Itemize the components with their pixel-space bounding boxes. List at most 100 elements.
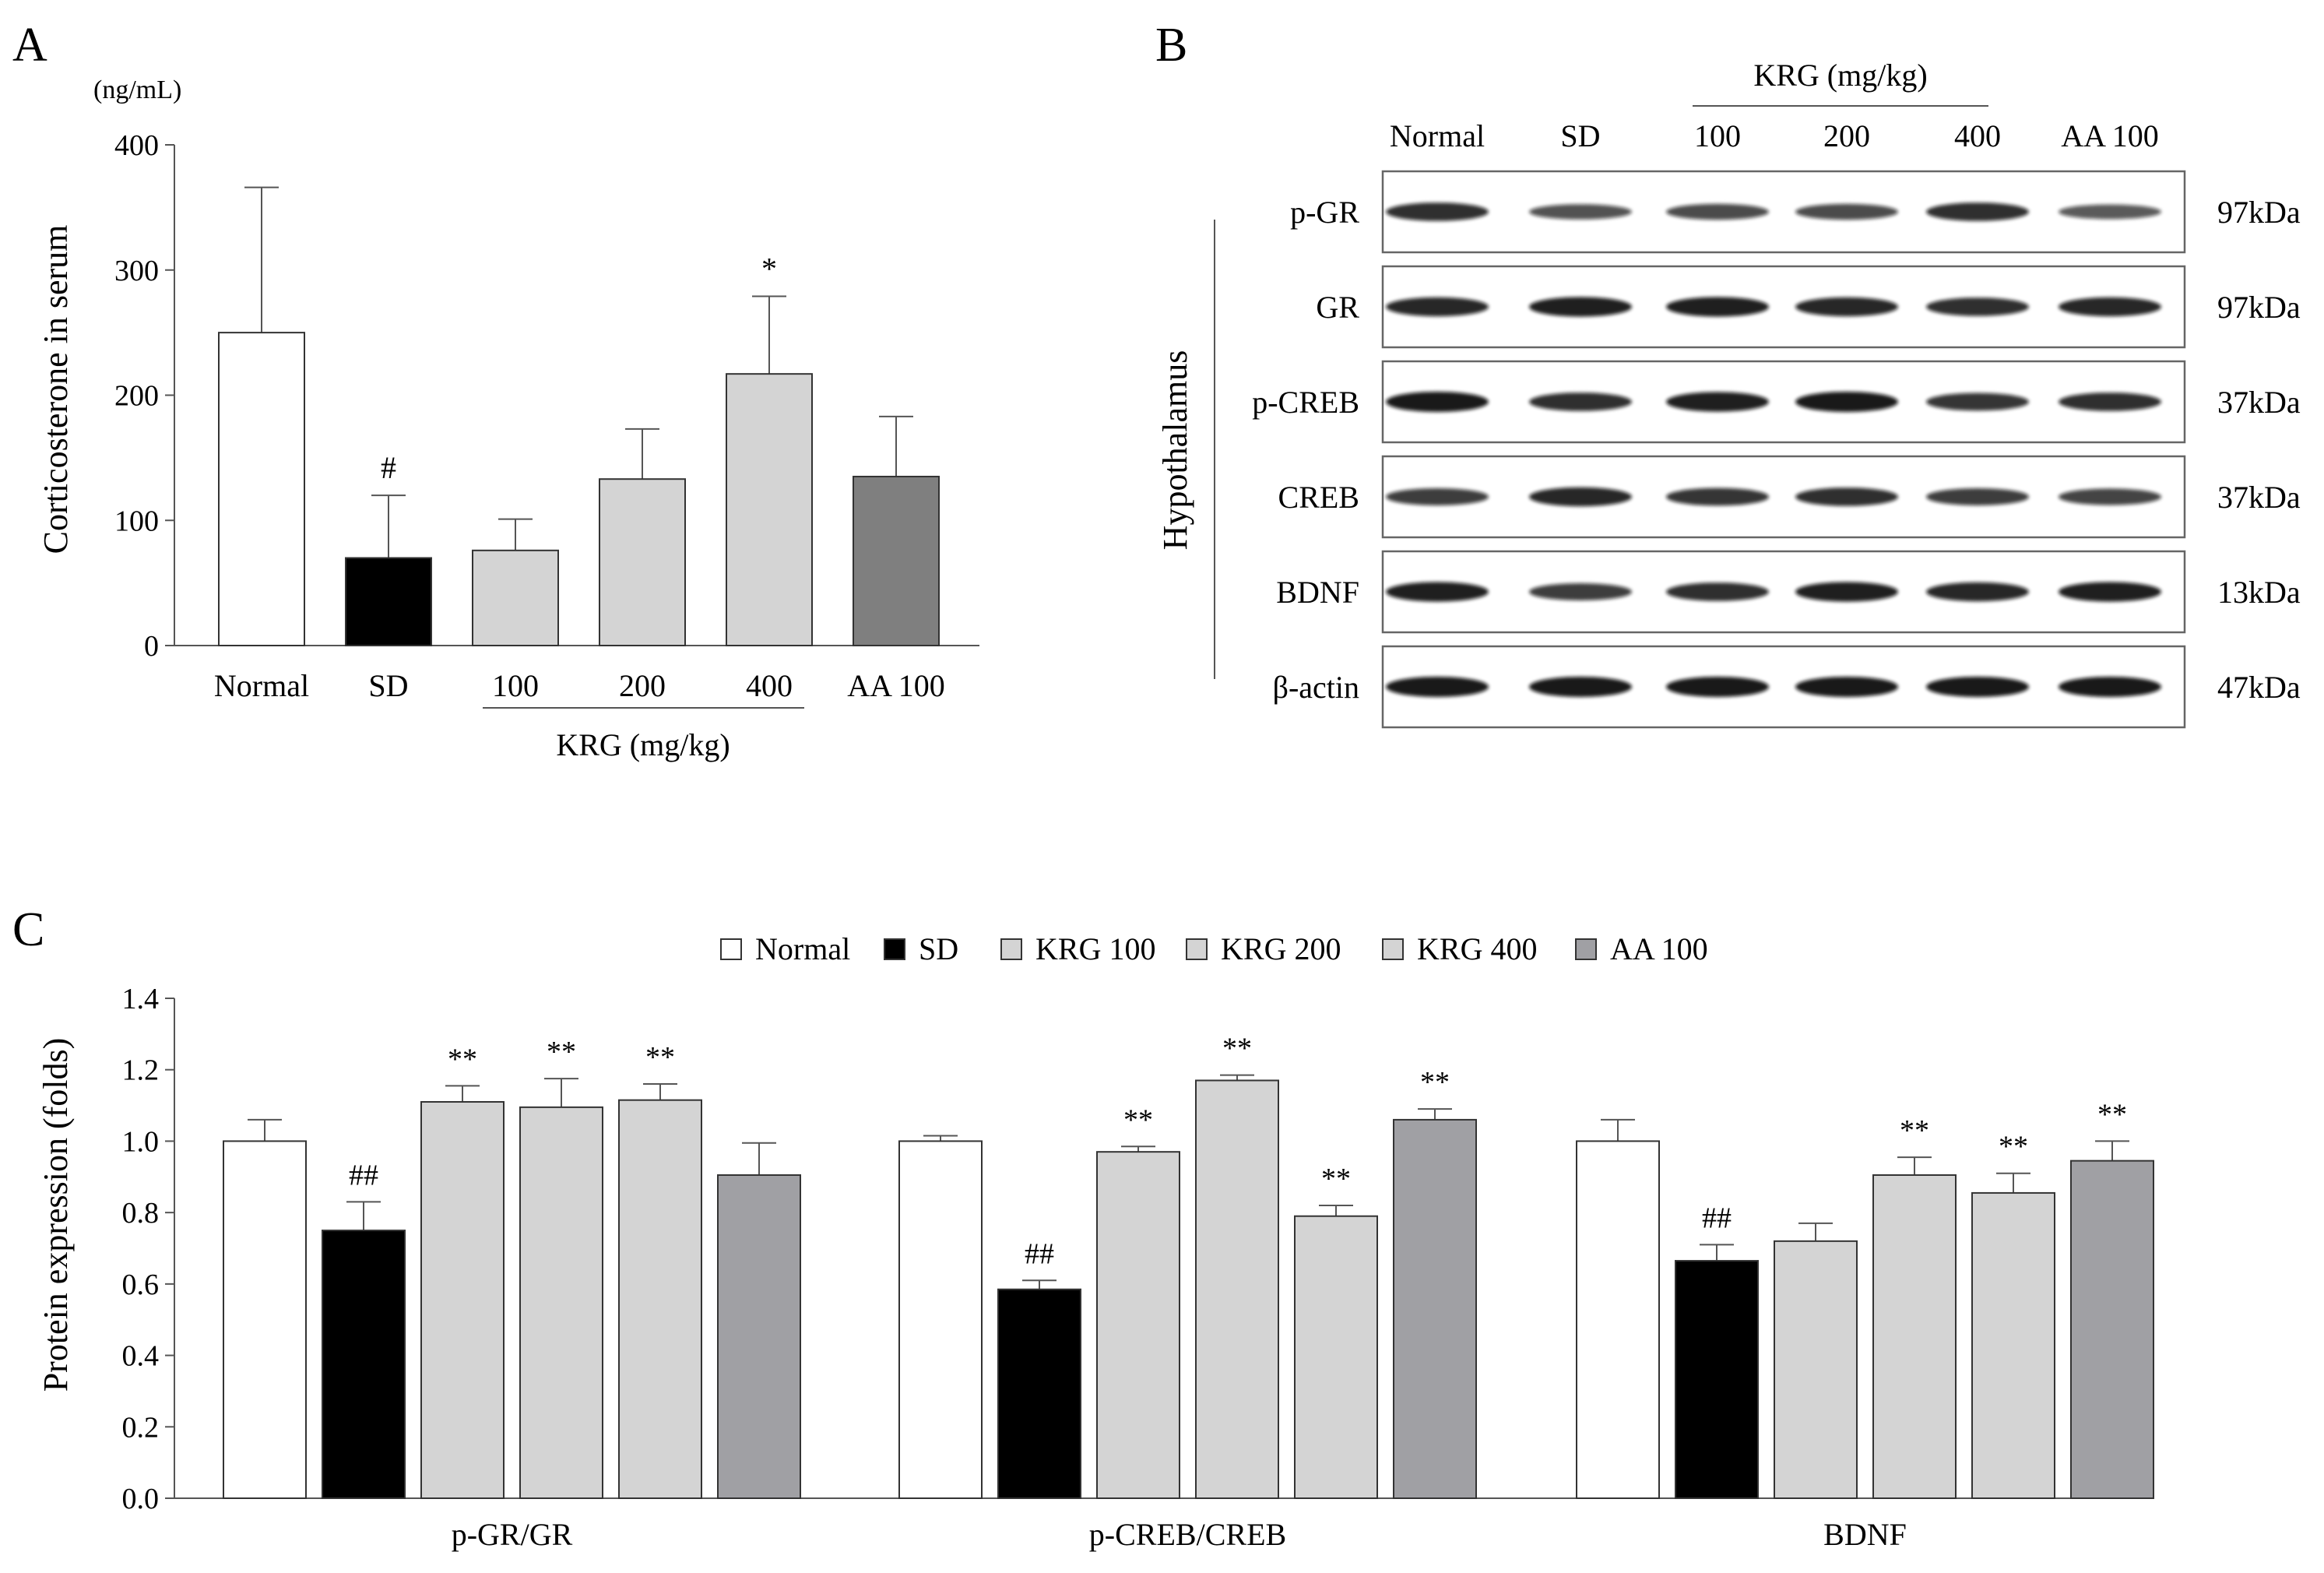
blot-band-creb — [1666, 487, 1769, 506]
panel-c-y-tick-label: 0.2 — [122, 1411, 160, 1444]
blot-band-bdnf — [1926, 582, 2029, 602]
panel-a-y-tick-label: 300 — [114, 255, 159, 287]
panel-c-bar-p-gr-gr-krg-400 — [618, 1099, 702, 1499]
legend-swatch-sd — [884, 938, 905, 960]
panel-c-significance-mark: ** — [1420, 1066, 1450, 1099]
blot-band-actin — [1386, 677, 1489, 697]
panel-c-bar-p-gr-gr-normal — [223, 1140, 307, 1500]
legend-label-sd: SD — [919, 931, 958, 966]
panel-c-bar-p-creb-creb-krg-400 — [1294, 1215, 1378, 1499]
blot-band-gr — [1795, 297, 1898, 317]
blot-band-p-creb — [2059, 392, 2161, 411]
panel-a-y-tick-label: 0 — [144, 630, 159, 663]
blot-band-creb — [1529, 487, 1632, 507]
blot-band-bdnf — [1386, 582, 1489, 602]
blot-frame-actin — [1381, 645, 2186, 729]
panel-b-krg-group-label: KRG (mg/kg) — [1753, 58, 1927, 93]
blot-band-p-gr — [2059, 204, 2161, 220]
blot-row-label: β-actin — [1273, 670, 1359, 705]
panel-a-krg-group-label: KRG (mg/kg) — [556, 727, 730, 762]
panel-a-x-tick-label: SD — [368, 668, 408, 703]
panel-c-y-tick-label: 1.2 — [122, 1054, 160, 1087]
panel-c-group-labels: p-GR/GR p-CREB/CREB BDNF — [452, 1517, 1907, 1552]
panel-c-significance-mark: ** — [547, 1036, 576, 1068]
panel-a-bar-400 — [726, 373, 813, 646]
blot-band-creb — [1926, 488, 2029, 505]
panel-c-group-label: p-CREB/CREB — [1089, 1517, 1286, 1552]
blot-kda-label: 47kDa — [2217, 670, 2301, 705]
legend-swatch-krg-200 — [1186, 938, 1208, 960]
panel-b-blot-rows: p-GR 97kDa GR 97kDa p-CREB 37kDa CREB 37kDa BDNF… — [1252, 170, 2301, 729]
panel-c-significance-mark: ** — [1123, 1103, 1153, 1136]
legend-label-aa-100: AA 100 — [1610, 931, 1708, 966]
blot-band-actin — [1529, 677, 1632, 697]
blot-band-p-creb — [1795, 392, 1898, 412]
panel-a-y-tick-label: 400 — [114, 129, 159, 162]
blot-band-actin — [2059, 677, 2161, 697]
panel-a-unit: (ng/mL) — [93, 76, 181, 104]
panel-a-x-tick-label: 100 — [492, 668, 539, 703]
panel-c-y-tick-label: 0.4 — [122, 1340, 160, 1373]
panel-c-y-axis-label: Protein expression (folds) — [37, 1038, 75, 1392]
panel-b-western-blot: B KRG (mg/kg) Normal SD 100 200 400 AA 100 Hy… — [1155, 19, 2301, 729]
blot-band-actin — [1795, 677, 1898, 697]
panel-a-x-tick-label: Normal — [214, 668, 309, 703]
blot-band-gr — [1529, 297, 1632, 317]
blot-kda-label: 97kDa — [2217, 290, 2301, 325]
panel-c-group-label: BDNF — [1823, 1517, 1907, 1552]
blot-band-p-gr — [1386, 202, 1489, 221]
blot-frame-p-creb — [1381, 360, 2186, 444]
panel-a-x-tick-label: 200 — [619, 668, 666, 703]
panel-b-hypothalamus-label: Hypothalamus — [1156, 350, 1194, 551]
blot-frame-gr — [1381, 265, 2186, 349]
panel-b-lane-labels: Normal SD 100 200 400 AA 100 — [1390, 118, 2159, 153]
panel-c-bar-p-gr-gr-sd — [322, 1230, 406, 1499]
blot-row-label: p-CREB — [1252, 385, 1359, 420]
panel-a-bar-sd — [345, 557, 432, 646]
panel-c-bar-p-creb-creb-normal — [898, 1140, 983, 1500]
blot-band-actin — [1666, 677, 1769, 697]
blot-frame-p-gr — [1381, 170, 2186, 254]
panel-c-y-tick-label: 0.6 — [122, 1269, 160, 1301]
blot-band-actin — [1926, 677, 2029, 697]
blot-row-label: CREB — [1278, 480, 1359, 515]
panel-c-bar-p-creb-creb-krg-100 — [1096, 1151, 1180, 1499]
panel-c-significance-mark: ** — [1999, 1131, 2028, 1163]
blot-row-label: GR — [1316, 290, 1359, 325]
blot-frame-creb — [1381, 455, 2186, 539]
panel-a-bar-200 — [599, 478, 686, 647]
panel-a-y-axis-label: Corticosterone in serum — [37, 225, 75, 554]
blot-band-creb — [1795, 487, 1898, 506]
panel-c-bar-p-gr-gr-krg-200 — [519, 1106, 603, 1499]
blot-band-p-creb — [1386, 392, 1489, 412]
panel-c-y-tick-label: 1.0 — [122, 1125, 160, 1158]
panel-c-y-tick-label: 0.8 — [122, 1197, 160, 1230]
panel-c-bar-p-gr-gr-aa-100 — [717, 1174, 801, 1499]
blot-band-p-gr — [1666, 203, 1769, 220]
panel-c-legend: Normal SD KRG 100 KRG 200 KRG 400 AA 100 — [720, 931, 1708, 966]
blot-band-p-creb — [1926, 392, 2029, 411]
blot-band-p-creb — [1666, 392, 1769, 412]
panel-c-bar-bdnf-krg-400 — [1971, 1191, 2055, 1499]
blot-band-bdnf — [2059, 582, 2161, 602]
panel-b-lane-label: 400 — [1954, 118, 2001, 153]
blot-band-bdnf — [1529, 583, 1632, 600]
panel-a-x-tick-label: 400 — [746, 668, 793, 703]
blot-band-p-gr — [1795, 203, 1898, 220]
blot-band-gr — [1386, 297, 1489, 317]
panel-c-bar-p-creb-creb-krg-200 — [1195, 1079, 1279, 1499]
panel-a-y-tick-label: 100 — [114, 505, 159, 537]
panel-c-y-tick-label: 1.4 — [122, 983, 160, 1015]
blot-row-label: BDNF — [1276, 575, 1359, 610]
blot-band-p-gr — [1529, 204, 1632, 220]
panel-a-significance-mark: # — [381, 450, 396, 485]
panel-c-bar-bdnf-normal — [1576, 1140, 1660, 1500]
panel-b-label: B — [1155, 19, 1187, 72]
panel-a-bar-aa-100 — [853, 475, 940, 646]
panel-c-bar-p-creb-creb-aa-100 — [1393, 1118, 1477, 1500]
panel-c-significance-mark: ** — [448, 1043, 477, 1075]
legend-swatch-krg-100 — [1000, 938, 1022, 960]
panel-a-y-tick-label: 200 — [114, 380, 159, 413]
blot-kda-label: 97kDa — [2217, 195, 2301, 230]
